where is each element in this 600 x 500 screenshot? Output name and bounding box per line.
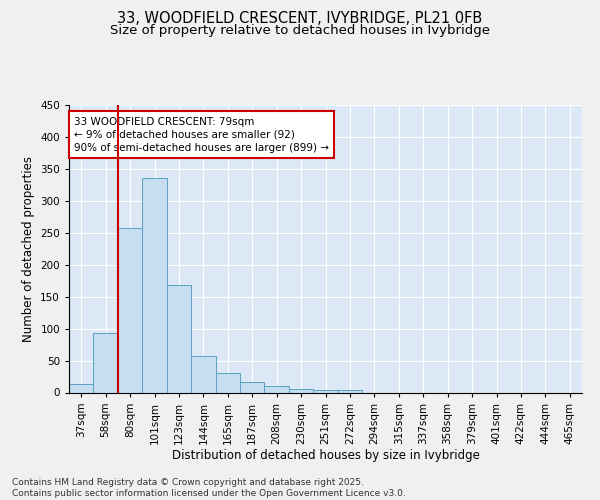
Bar [167,285,191,393]
Bar [240,382,265,392]
Bar [338,390,362,392]
Text: 33 WOODFIELD CRESCENT: 79sqm
← 9% of detached houses are smaller (92)
90% of sem: 33 WOODFIELD CRESCENT: 79sqm ← 9% of det… [74,116,329,153]
Bar [94,333,118,392]
Bar [313,390,338,392]
Bar [69,384,94,392]
Bar [289,388,313,392]
Bar [191,356,215,393]
Text: Size of property relative to detached houses in Ivybridge: Size of property relative to detached ho… [110,24,490,37]
Y-axis label: Number of detached properties: Number of detached properties [22,156,35,342]
X-axis label: Distribution of detached houses by size in Ivybridge: Distribution of detached houses by size … [172,449,479,462]
Text: Contains HM Land Registry data © Crown copyright and database right 2025.
Contai: Contains HM Land Registry data © Crown c… [12,478,406,498]
Bar [215,372,240,392]
Bar [142,178,167,392]
Bar [118,228,142,392]
Text: 33, WOODFIELD CRESCENT, IVYBRIDGE, PL21 0FB: 33, WOODFIELD CRESCENT, IVYBRIDGE, PL21 … [118,11,482,26]
Bar [265,386,289,392]
